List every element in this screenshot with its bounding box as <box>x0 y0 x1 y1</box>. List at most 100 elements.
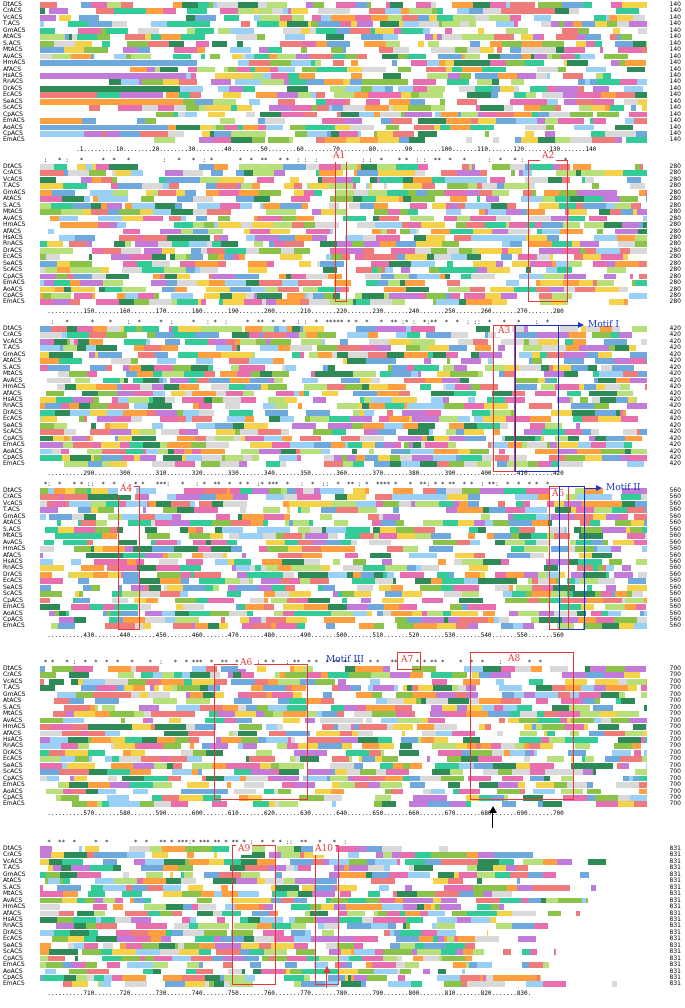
alignment-row: T.ACS 700 <box>0 684 685 692</box>
row-end-position: 420 <box>669 408 681 416</box>
alignment-row: GmACS 831 <box>0 871 685 878</box>
species-label: T.ACS <box>3 20 20 28</box>
row-end-position: 420 <box>669 441 681 449</box>
alignment-row: EmACS 831 <box>0 961 685 969</box>
row-end-position: 831 <box>669 961 681 969</box>
species-label: CrACS <box>3 851 22 859</box>
alignment-row: EcACS 140 <box>0 91 685 98</box>
alignment-row: EmACS 560 <box>0 603 685 611</box>
alignment-block-3: DtACS 420 CrACS 420 VcACS 420 T.ACS 420 GmACS 420… <box>0 319 685 488</box>
row-end-position: 700 <box>669 794 681 801</box>
species-label: RnACS <box>3 240 23 248</box>
alignment-row: MtACS 831 <box>0 890 685 897</box>
species-label: DrACS <box>3 84 23 92</box>
species-label: DtACS <box>3 1 22 8</box>
alignment-row: EmACS 140 <box>0 136 685 143</box>
row-end-position: 420 <box>669 428 681 436</box>
species-label: ScACS <box>3 266 23 274</box>
residue-track <box>40 448 647 455</box>
residue-track <box>40 228 647 235</box>
alignment-row: T.ACS 140 <box>0 20 685 28</box>
species-label: AvACS <box>3 214 23 222</box>
row-end-position: 560 <box>669 532 681 540</box>
residue-track <box>40 782 647 788</box>
alignment-row: AoACS 280 <box>0 285 685 293</box>
row-end-position: 280 <box>669 227 681 235</box>
alignment-row: HmACS 420 <box>0 383 685 391</box>
row-end-position: 420 <box>669 434 681 442</box>
alignment-row: EmACS 420 <box>0 460 685 467</box>
residue-track <box>40 234 647 241</box>
residue-track <box>40 124 647 131</box>
species-label: HsACS <box>3 233 23 241</box>
species-label: RnACS <box>3 742 23 750</box>
residue-track <box>40 604 647 610</box>
alignment-row: EmACS 831 <box>0 980 685 988</box>
species-label: AfACS <box>3 227 21 235</box>
species-label: HmACS <box>3 383 26 391</box>
alignment-row: CrACS 420 <box>0 331 685 338</box>
residue-track <box>40 79 647 86</box>
residue-track <box>40 672 647 679</box>
residue-track <box>40 923 647 930</box>
alignment-row: EmACS 420 <box>0 441 685 449</box>
row-end-position: 280 <box>669 201 681 209</box>
alignment-row: VcACS 700 <box>0 677 685 685</box>
species-label: MtACS <box>3 532 23 540</box>
alignment-row: HsACS 700 <box>0 736 685 743</box>
species-label: EmACS <box>3 603 25 611</box>
alignment-row: GmACS 280 <box>0 188 685 196</box>
species-label: AvACS <box>3 538 23 546</box>
residue-track <box>40 610 647 617</box>
residue-track <box>40 929 647 936</box>
species-label: CpACS <box>3 292 23 299</box>
residue-track <box>40 724 647 730</box>
residue-track <box>40 422 647 429</box>
row-end-position: 420 <box>669 421 681 429</box>
alignment-row: CrACS 280 <box>0 169 685 176</box>
position-ruler: ..........710.......720.......730.......… <box>40 989 532 997</box>
species-label: S.ACS <box>3 525 21 533</box>
region-box-a1 <box>335 160 347 302</box>
species-label: GmACS <box>3 188 26 196</box>
row-end-position: 831 <box>669 928 681 936</box>
residue-track <box>40 749 647 756</box>
species-label: RnACS <box>3 402 23 410</box>
alignment-row: HsACS 831 <box>0 916 685 923</box>
alignment-row: DrACS 700 <box>0 749 685 756</box>
species-label: DtACS <box>3 325 22 332</box>
row-end-position: 831 <box>669 980 681 988</box>
residue-track <box>40 164 647 170</box>
residue-track <box>40 858 647 865</box>
alignment-row: S.ACS 140 <box>0 40 685 47</box>
species-label: CpACS <box>3 616 23 623</box>
row-end-position: 560 <box>669 519 681 527</box>
alignment-row: SeACS 140 <box>0 97 685 105</box>
species-label: SeACS <box>3 97 23 105</box>
species-label: VcACS <box>3 677 23 685</box>
alignment-row: DrACS 420 <box>0 408 685 416</box>
row-end-position: 700 <box>669 684 681 692</box>
alignment-row: AtACS 420 <box>0 357 685 364</box>
residue-track <box>40 711 647 717</box>
residue-track <box>40 546 647 552</box>
row-end-position: 831 <box>669 857 681 865</box>
species-label: SeACS <box>3 421 23 429</box>
alignment-row: AtACS 280 <box>0 195 685 202</box>
residue-track <box>40 118 647 124</box>
residue-track <box>40 409 647 416</box>
species-label: AoACS <box>3 285 23 293</box>
species-label: AtACS <box>3 519 22 527</box>
species-label: HmACS <box>3 903 26 911</box>
row-end-position: 280 <box>669 163 681 170</box>
alignment-row: HsACS 560 <box>0 558 685 565</box>
row-end-position: 831 <box>669 845 681 852</box>
row-end-position: 140 <box>669 7 681 15</box>
row-end-position: 420 <box>669 325 681 332</box>
row-end-position: 140 <box>669 110 681 118</box>
row-end-position: 560 <box>669 577 681 585</box>
region-box-a3 <box>493 325 515 472</box>
alignment-row: EcACS 280 <box>0 253 685 260</box>
residue-track <box>40 975 647 981</box>
row-end-position: 831 <box>669 896 681 904</box>
